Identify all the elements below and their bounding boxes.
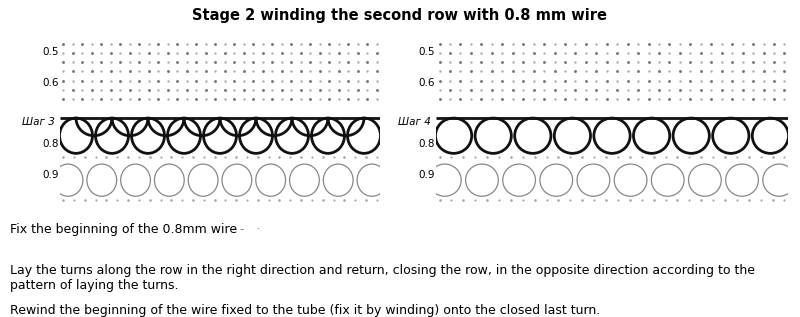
- Text: Lay the turns along the row in the right direction and return, closing the row, : Lay the turns along the row in the right…: [10, 264, 754, 292]
- Text: Stage 2 winding the second row with 0.8 mm wire: Stage 2 winding the second row with 0.8 …: [193, 8, 607, 23]
- Text: · · -   ·: · · - ·: [216, 223, 261, 236]
- Text: Шаг 4: Шаг 4: [398, 117, 430, 127]
- Text: Шаг 3: Шаг 3: [22, 117, 54, 127]
- Text: Fix the beginning of the 0.8mm wire: Fix the beginning of the 0.8mm wire: [10, 223, 237, 236]
- Text: Rewind the beginning of the wire fixed to the tube (fix it by winding) onto the : Rewind the beginning of the wire fixed t…: [10, 304, 600, 317]
